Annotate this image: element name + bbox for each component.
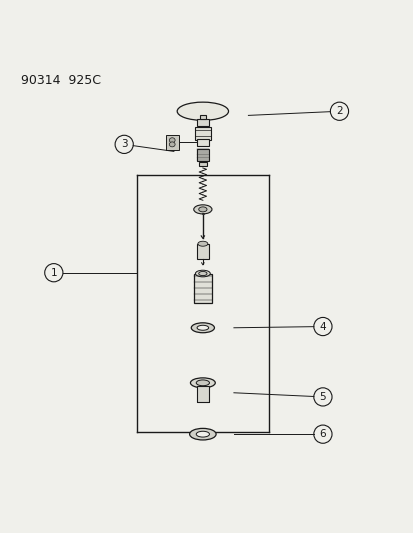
Bar — [196, 244, 209, 260]
Text: 3: 3 — [121, 139, 127, 149]
Text: 90314  925C: 90314 925C — [21, 74, 100, 87]
Text: 1: 1 — [50, 268, 57, 278]
Ellipse shape — [196, 431, 209, 437]
Ellipse shape — [196, 380, 209, 386]
Ellipse shape — [177, 102, 228, 120]
Ellipse shape — [195, 270, 210, 277]
Text: 4: 4 — [319, 321, 325, 332]
Ellipse shape — [197, 241, 207, 246]
Ellipse shape — [198, 207, 206, 212]
Bar — [197, 139, 208, 146]
Bar — [199, 161, 206, 166]
Bar — [194, 273, 211, 303]
Bar — [199, 115, 205, 119]
Ellipse shape — [169, 138, 175, 143]
Ellipse shape — [197, 325, 208, 330]
Ellipse shape — [198, 271, 206, 276]
Bar — [196, 149, 209, 161]
Bar — [197, 119, 208, 126]
Ellipse shape — [189, 429, 216, 440]
Ellipse shape — [191, 323, 214, 333]
Bar — [201, 213, 204, 214]
Polygon shape — [165, 135, 178, 150]
Ellipse shape — [190, 378, 215, 388]
Text: 5: 5 — [319, 392, 325, 402]
Ellipse shape — [193, 205, 211, 214]
Text: 2: 2 — [335, 106, 342, 116]
Bar — [196, 386, 209, 402]
Ellipse shape — [169, 142, 175, 147]
Bar — [194, 126, 211, 140]
Text: 6: 6 — [319, 429, 325, 439]
